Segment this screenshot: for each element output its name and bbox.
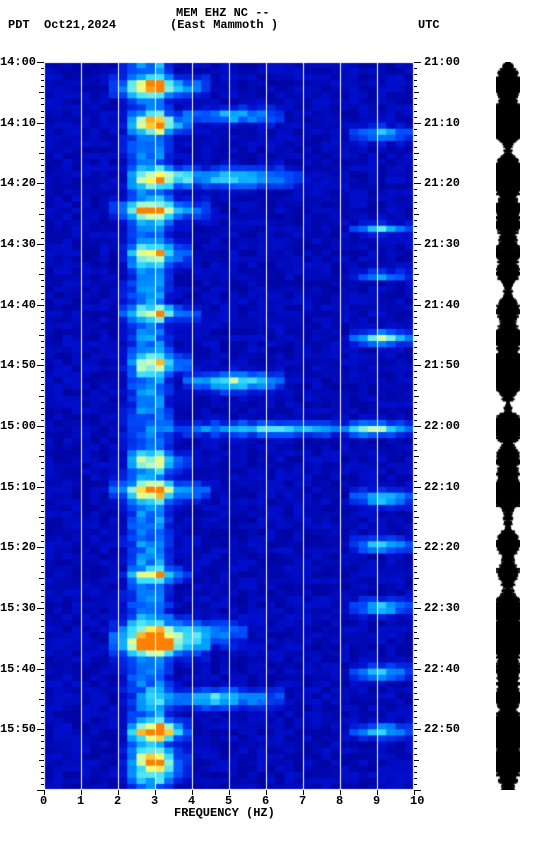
spectrogram-figure: PDT Oct21,2024 MEM EHZ NC -- (East Mammo…: [0, 0, 552, 864]
header-station-name: (East Mammoth ): [170, 18, 278, 32]
axis-tick-label: 14:30: [0, 237, 36, 251]
axis-tick-label: 14:20: [0, 176, 36, 190]
axis-tick-label: 15:20: [0, 540, 36, 554]
x-tick-label: 8: [336, 794, 343, 808]
axis-tick-label: 22:10: [424, 480, 460, 494]
header-utc: UTC: [418, 18, 440, 32]
x-axis-label: FREQUENCY (HZ): [174, 806, 275, 820]
axis-tick-label: 14:50: [0, 358, 36, 372]
x-tick-label: 5: [225, 794, 232, 808]
spectrogram-plot: [44, 62, 414, 790]
x-tick-label: 7: [299, 794, 306, 808]
axis-tick-label: 14:00: [0, 55, 36, 69]
axis-tick-label: 21:20: [424, 176, 460, 190]
axis-tick-label: 22:40: [424, 662, 460, 676]
x-tick-label: 1: [77, 794, 84, 808]
waveform-trace: [496, 62, 520, 790]
axis-tick-label: 22:30: [424, 601, 460, 615]
axis-tick-label: 15:50: [0, 722, 36, 736]
axis-tick-label: 21:10: [424, 116, 460, 130]
axis-tick-label: 21:30: [424, 237, 460, 251]
axis-tick-label: 21:50: [424, 358, 460, 372]
axis-tick-label: 14:10: [0, 116, 36, 130]
axis-tick-label: 21:00: [424, 55, 460, 69]
x-tick-label: 6: [262, 794, 269, 808]
header-pdt-date: PDT Oct21,2024: [8, 18, 116, 32]
axis-tick-label: 22:20: [424, 540, 460, 554]
x-tick-label: 9: [373, 794, 380, 808]
axis-tick-label: 22:50: [424, 722, 460, 736]
axis-tick-label: 15:10: [0, 480, 36, 494]
x-tick-label: 0: [40, 794, 47, 808]
axis-tick-label: 15:30: [0, 601, 36, 615]
x-tick-label: 4: [188, 794, 195, 808]
axis-tick-label: 21:40: [424, 298, 460, 312]
axis-tick-label: 15:40: [0, 662, 36, 676]
x-tick-label: 2: [114, 794, 121, 808]
x-tick-label: 3: [151, 794, 158, 808]
axis-tick-label: 22:00: [424, 419, 460, 433]
axis-tick-label: 14:40: [0, 298, 36, 312]
x-tick-label: 10: [410, 794, 424, 808]
axis-tick-label: 15:00: [0, 419, 36, 433]
